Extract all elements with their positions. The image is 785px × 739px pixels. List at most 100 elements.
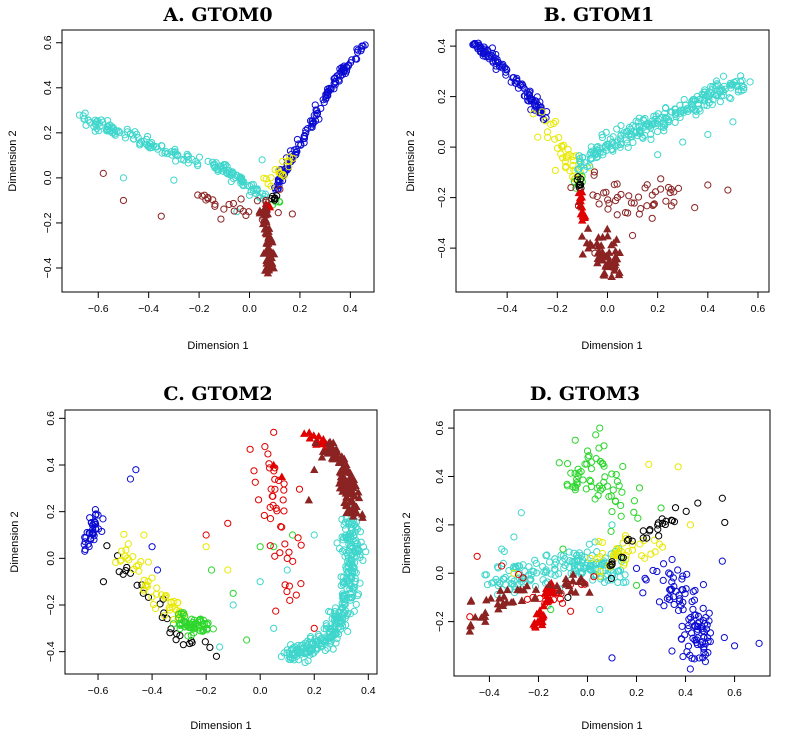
- data-point-circle: [275, 476, 283, 485]
- data-point-triangle: [571, 588, 580, 596]
- panel-c-gtom2: C. GTOM2 −0.6 −0.4 −0.2 0.0 0.2 0.4 −0.4 −0.2 0.…: [9, 383, 378, 732]
- data-point-triangle: [486, 594, 496, 602]
- data-point-circle: [172, 636, 180, 644]
- data-point-circle: [564, 145, 572, 154]
- data-point-circle: [551, 555, 559, 563]
- data-point-circle: [194, 160, 202, 168]
- data-point-circle: [596, 457, 605, 466]
- data-point-circle: [230, 207, 238, 215]
- data-point-circle: [304, 657, 312, 665]
- data-point-circle: [148, 593, 156, 601]
- data-point-circle: [91, 520, 99, 528]
- data-point-circle: [143, 582, 152, 591]
- data-point-circle: [344, 519, 353, 527]
- data-point-circle: [179, 610, 187, 618]
- data-point-circle: [755, 639, 763, 647]
- data-point-circle: [558, 599, 567, 607]
- data-point-circle: [587, 477, 595, 485]
- data-point-circle: [650, 201, 658, 209]
- data-point-triangle: [595, 247, 604, 255]
- data-point-circle: [555, 459, 563, 467]
- data-point-circle: [556, 595, 565, 603]
- data-point-triangle: [548, 585, 557, 593]
- data-point-triangle: [578, 249, 587, 258]
- data-point-triangle: [536, 614, 546, 622]
- data-point-circle: [294, 534, 302, 542]
- data-point-circle: [579, 153, 587, 161]
- data-point-circle: [729, 118, 737, 126]
- data-point-circle: [140, 576, 148, 584]
- data-point-circle: [604, 205, 612, 213]
- data-point-triangle: [466, 621, 475, 630]
- data-point-circle: [598, 538, 607, 547]
- data-point-circle: [632, 581, 641, 589]
- data-point-circle: [143, 141, 151, 149]
- data-point-circle: [578, 552, 586, 560]
- y-tick-label: 0.4: [42, 80, 54, 95]
- data-point-circle: [202, 196, 210, 204]
- data-point-circle: [157, 591, 166, 599]
- data-point-circle: [700, 633, 708, 641]
- data-point-triangle: [340, 498, 350, 506]
- data-point-circle: [511, 79, 519, 87]
- data-point-circle: [190, 624, 199, 632]
- data-point-circle: [204, 619, 212, 627]
- data-point-circle: [99, 515, 107, 523]
- data-point-circle: [713, 92, 721, 100]
- data-point-circle: [649, 566, 657, 575]
- data-point-circle: [246, 182, 254, 190]
- x-axis-label: Dimension 1: [190, 720, 251, 732]
- data-point-triangle: [587, 241, 597, 249]
- data-point-circle: [662, 114, 671, 122]
- data-point-circle: [339, 622, 347, 630]
- x-tick-label: 0.2: [293, 303, 308, 315]
- data-point-circle: [689, 634, 697, 642]
- marks-layer: [465, 424, 763, 673]
- data-point-circle: [148, 574, 156, 582]
- data-point-circle: [339, 594, 347, 602]
- data-point-circle: [639, 527, 647, 535]
- data-point-circle: [657, 123, 666, 131]
- data-point-circle: [192, 157, 200, 166]
- data-point-circle: [94, 511, 102, 519]
- data-point-circle: [339, 578, 347, 587]
- data-point-triangle: [465, 627, 475, 635]
- data-point-circle: [665, 569, 673, 577]
- data-point-circle: [600, 442, 608, 450]
- data-point-circle: [343, 611, 351, 620]
- data-point-circle: [587, 559, 595, 567]
- data-point-circle: [271, 552, 279, 560]
- data-point-circle: [682, 507, 690, 515]
- data-point-circle: [184, 159, 192, 167]
- data-point-triangle: [542, 591, 552, 600]
- data-point-circle: [267, 485, 275, 493]
- data-point-circle: [607, 527, 615, 535]
- data-point-circle: [596, 605, 604, 614]
- data-point-triangle: [503, 585, 512, 594]
- data-point-circle: [120, 530, 128, 538]
- data-point-circle: [280, 480, 288, 488]
- data-point-circle: [588, 458, 596, 466]
- data-point-circle: [483, 581, 492, 589]
- plot-frame: [64, 409, 378, 675]
- data-point-circle: [502, 581, 510, 589]
- data-point-circle: [311, 635, 319, 643]
- x-axis-label: Dimension 1: [581, 720, 642, 732]
- data-point-circle: [340, 598, 348, 606]
- data-point-circle: [270, 428, 278, 436]
- data-point-circle: [212, 159, 220, 167]
- data-point-circle: [576, 180, 584, 188]
- data-point-circle: [280, 649, 288, 657]
- x-tick-label: −0.4: [497, 303, 518, 315]
- data-point-circle: [628, 537, 636, 545]
- plot-frame: [453, 409, 771, 677]
- data-point-circle: [276, 549, 284, 557]
- data-point-circle: [217, 215, 225, 223]
- data-point-circle: [598, 133, 607, 142]
- data-point-circle: [75, 111, 83, 119]
- data-point-circle: [343, 577, 351, 586]
- data-point-circle: [540, 568, 548, 576]
- data-point-triangle: [342, 467, 352, 476]
- data-point-circle: [84, 116, 92, 124]
- data-point-circle: [679, 572, 687, 580]
